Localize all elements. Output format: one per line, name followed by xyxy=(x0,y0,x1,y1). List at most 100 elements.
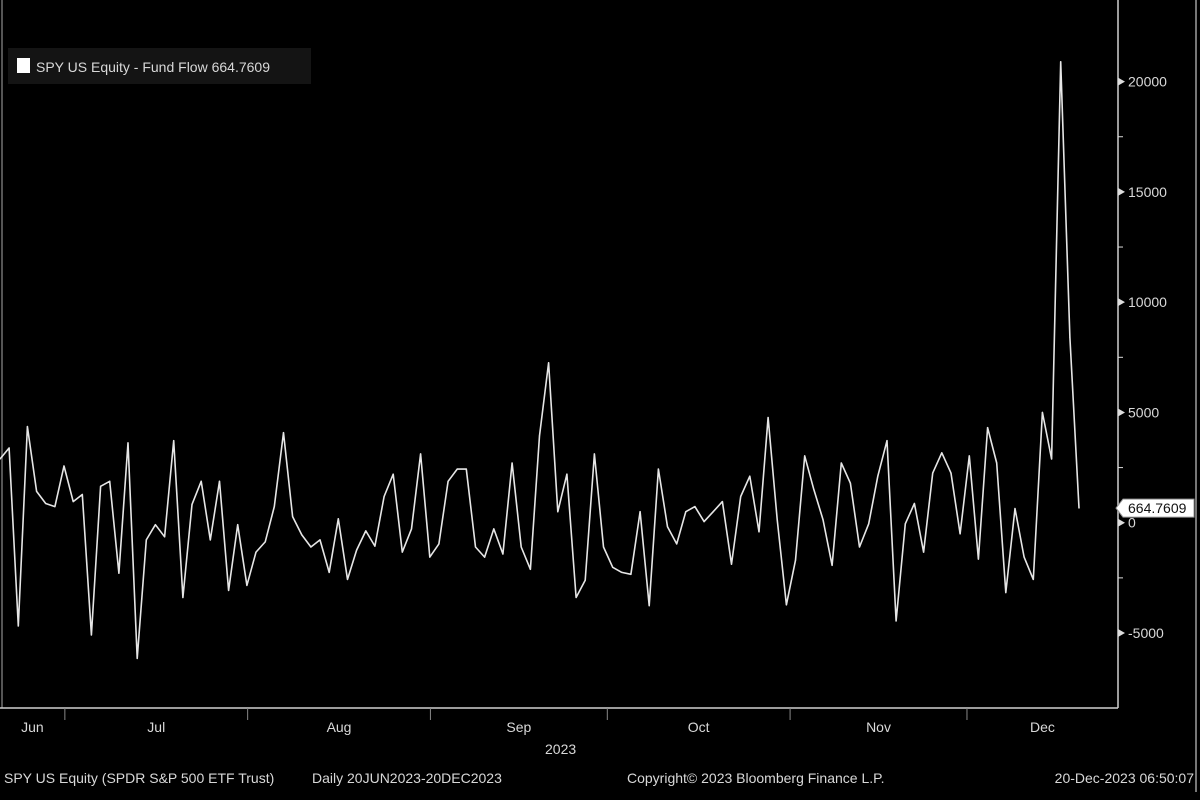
data-point xyxy=(666,526,669,528)
data-point xyxy=(904,523,906,525)
data-point xyxy=(346,578,349,581)
data-point xyxy=(182,596,184,599)
data-point xyxy=(81,493,83,496)
data-point xyxy=(602,546,605,548)
y-tick-label: 5000 xyxy=(1128,404,1159,420)
data-point xyxy=(282,432,285,434)
data-point xyxy=(218,480,221,482)
data-point xyxy=(1069,336,1071,339)
y-tick xyxy=(1118,408,1125,417)
data-point xyxy=(292,515,294,518)
data-point xyxy=(986,427,989,429)
x-tick-label: Oct xyxy=(688,719,710,735)
data-point xyxy=(200,480,202,482)
data-point xyxy=(246,584,248,586)
data-point xyxy=(0,458,1,460)
footer-range: Daily 20JUN2023-20DEC2023 xyxy=(312,770,502,786)
data-point xyxy=(657,468,659,470)
year-label: 2023 xyxy=(545,741,576,757)
data-point xyxy=(886,440,888,442)
data-point xyxy=(63,465,65,467)
data-point xyxy=(822,519,824,521)
data-point xyxy=(273,506,275,508)
data-point xyxy=(584,579,586,581)
data-point xyxy=(703,521,705,523)
data-point xyxy=(913,502,916,505)
data-point xyxy=(26,425,29,428)
data-point xyxy=(758,531,760,533)
x-tick-label: Sep xyxy=(506,719,531,735)
legend: SPY US Equity - Fund Flow 664.7609 xyxy=(8,48,311,84)
last-value-label: 664.7609 xyxy=(1128,500,1187,516)
data-point xyxy=(209,539,211,541)
data-point xyxy=(173,440,175,442)
data-point xyxy=(895,620,897,622)
data-point xyxy=(118,572,120,574)
x-axis: Jun Jul Aug Sep Oct Nov Dec xyxy=(21,708,1055,735)
y-tick xyxy=(1118,77,1125,86)
data-point xyxy=(237,524,239,526)
footer-security: SPY US Equity (SPDR S&P 500 ETF Trust) xyxy=(4,770,274,786)
data-point xyxy=(557,511,559,513)
data-point xyxy=(374,545,376,547)
data-point xyxy=(54,506,56,508)
data-point xyxy=(17,625,19,627)
data-point xyxy=(849,482,851,484)
data-point xyxy=(90,634,93,636)
data-point xyxy=(127,442,129,444)
data-point xyxy=(456,468,458,470)
x-tick-label: Nov xyxy=(866,719,891,735)
data-point xyxy=(35,490,38,493)
data-point xyxy=(858,546,861,548)
data-point xyxy=(474,546,477,548)
data-point xyxy=(776,519,778,521)
data-point xyxy=(410,528,413,530)
data-point xyxy=(328,571,330,573)
data-point xyxy=(630,573,632,575)
data-point xyxy=(676,543,678,545)
data-point xyxy=(310,546,312,548)
data-point xyxy=(785,604,787,606)
data-point xyxy=(163,536,166,538)
y-tick-label: 20000 xyxy=(1128,74,1167,90)
data-point xyxy=(922,551,925,553)
legend-box xyxy=(8,48,311,84)
data-point xyxy=(767,416,769,419)
y-tick-label: 10000 xyxy=(1128,294,1167,310)
footer-copyright: Copyright© 2023 Bloomberg Finance L.P. xyxy=(627,770,885,786)
data-point xyxy=(1014,508,1016,510)
data-point xyxy=(538,435,541,437)
last-value-box xyxy=(1115,498,1195,518)
data-point xyxy=(968,455,970,457)
data-point xyxy=(356,549,358,551)
x-tick-label: Jul xyxy=(147,719,165,735)
data-point xyxy=(721,500,723,503)
x-tick-label: Dec xyxy=(1030,719,1055,735)
data-point xyxy=(447,480,449,482)
data-point xyxy=(154,524,157,526)
data-point xyxy=(1032,578,1034,581)
data-point xyxy=(612,566,614,568)
data-point xyxy=(1005,592,1007,594)
data-point xyxy=(191,503,193,506)
y-tick-label: 0 xyxy=(1128,515,1136,531)
footer: SPY US Equity (SPDR S&P 500 ETF Trust) D… xyxy=(4,770,1194,786)
data-point xyxy=(337,518,339,520)
data-point xyxy=(932,472,934,474)
data-point xyxy=(831,564,833,566)
data-point xyxy=(959,533,961,535)
data-point xyxy=(1050,458,1053,460)
data-point xyxy=(72,500,74,503)
data-point xyxy=(685,511,687,513)
data-point xyxy=(484,556,486,558)
data-point xyxy=(868,523,870,525)
data-point xyxy=(511,462,513,464)
series-points xyxy=(0,61,1080,659)
legend-swatch xyxy=(17,58,30,73)
data-point xyxy=(639,511,641,513)
data-point xyxy=(520,546,522,548)
data-point xyxy=(877,475,879,477)
y-tick xyxy=(1118,629,1125,638)
data-point xyxy=(813,488,815,491)
